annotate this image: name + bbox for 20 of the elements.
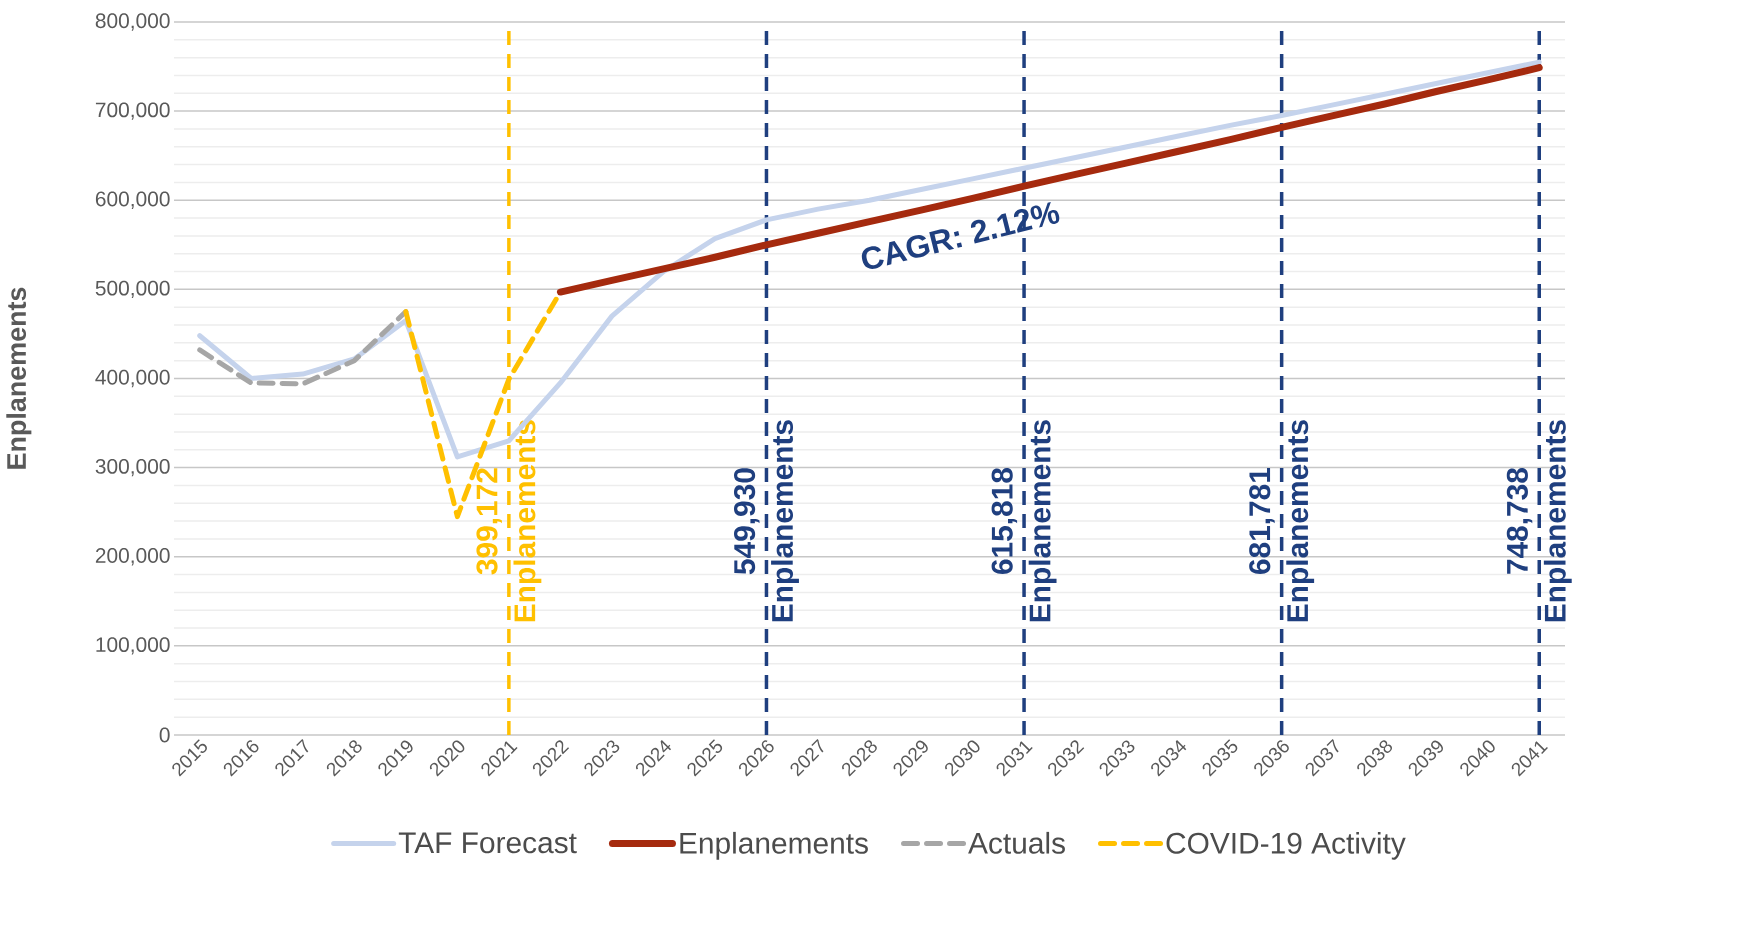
- y-tick-label: 400,000: [95, 369, 170, 388]
- y-tick-label: 600,000: [95, 191, 170, 209]
- ref-line-label: 748,738 Enplanements: [1506, 420, 1572, 622]
- ref-line-label: 615,818 Enplanements: [991, 420, 1057, 622]
- legend-label: Enplanements: [680, 831, 868, 860]
- y-tick-label: 0: [159, 727, 170, 743]
- y-tick-label: 700,000: [95, 102, 170, 120]
- legend-label: COVID-19 Activity: [1166, 831, 1406, 860]
- legend-label: Actuals: [968, 831, 1065, 854]
- annotation: CAGR: 2.12%: [861, 201, 1060, 269]
- ref-line-label: 681,781 Enplanements: [1249, 420, 1315, 622]
- legend-label: TAF Forecast: [398, 832, 577, 854]
- y-axis-title: Enplanements: [6, 287, 32, 469]
- ref-line-label: 399,172 Enplanements: [476, 420, 542, 622]
- y-tick-label: 300,000: [95, 458, 170, 477]
- y-tick-label: 100,000: [96, 637, 170, 655]
- ref-line-label: 549,930 Enplanements: [733, 420, 799, 622]
- y-tick-label: 500,000: [95, 280, 170, 299]
- y-tick-label: 200,000: [95, 548, 170, 566]
- y-tick-label: 800,000: [95, 13, 170, 31]
